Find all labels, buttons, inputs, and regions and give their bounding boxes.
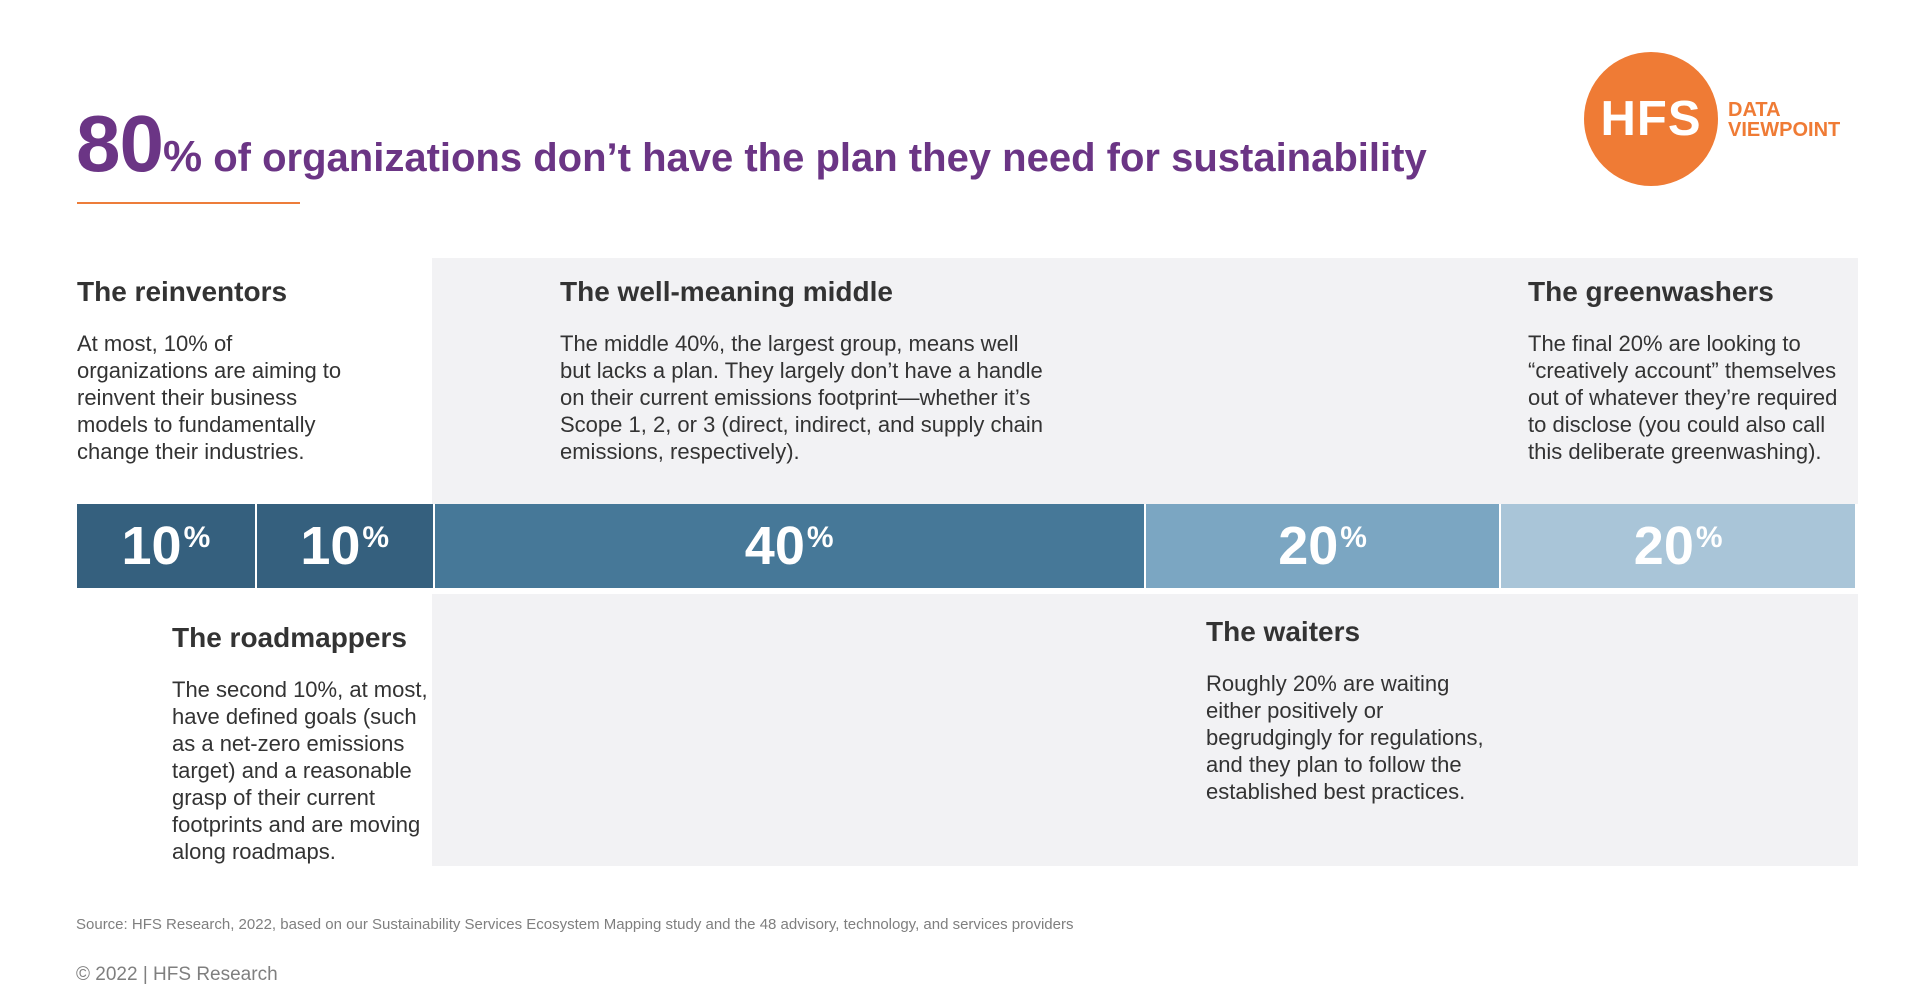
middle-description: The middle 40%, the largest group, means… <box>560 331 1044 464</box>
greenwashers-title: The greenwashers <box>1528 276 1774 307</box>
waiters-description: Roughly 20% are waiting either positivel… <box>1206 671 1484 804</box>
bar-value-unit: % <box>362 521 390 554</box>
waiters-title: The waiters <box>1206 616 1361 647</box>
title-underline <box>77 202 300 204</box>
bar-value-unit: % <box>183 521 211 554</box>
reinventors-description: At most, 10% of organizations are aiming… <box>77 331 342 464</box>
middle-title: The well-meaning middle <box>560 276 893 307</box>
source-note: Source: HFS Research, 2022, based on our… <box>76 916 1074 933</box>
top-panel <box>432 258 1858 504</box>
bar-value-label: 20 <box>1633 516 1694 576</box>
logo-caption: DATA VIEWPOINT <box>1728 100 1840 140</box>
title-number: 80 <box>76 99 164 188</box>
bar-segment: 20% <box>1499 504 1855 588</box>
logo-line-2: VIEWPOINT <box>1728 119 1841 141</box>
bar-value-unit: % <box>1695 521 1723 554</box>
bar-value-label: 40 <box>744 516 805 576</box>
hfs-logo: HFS <box>1584 52 1718 186</box>
stacked-bar: 10% 10% 40% 20% 20% <box>77 504 1855 588</box>
bar-value-label: 10 <box>121 516 182 576</box>
bar-segment: 10% <box>77 504 255 588</box>
reinventors-title: The reinventors <box>77 276 288 307</box>
title-text: of organizations don’t have the plan the… <box>202 136 1427 180</box>
bottom-panel <box>432 594 1858 866</box>
bar-segment: 20% <box>1143 504 1500 588</box>
bar-value-label: 10 <box>300 516 361 576</box>
bar-segment: 40% <box>432 504 1144 588</box>
bar-value-unit: % <box>806 521 834 554</box>
roadmappers-title: The roadmappers <box>172 622 407 653</box>
copyright: © 2022 | HFS Research <box>76 964 278 985</box>
bar-segment: 10% <box>254 504 433 588</box>
page-title: 80% of organizations don’t have the plan… <box>76 98 1476 190</box>
greenwashers-description: The final 20% are looking to “creatively… <box>1528 331 1838 464</box>
logo-mark: HFS <box>1600 92 1702 146</box>
bar-value-label: 20 <box>1278 516 1339 576</box>
title-percent: % <box>162 132 203 181</box>
logo-line-1: DATA <box>1728 99 1781 121</box>
bar-value-unit: % <box>1340 521 1367 554</box>
roadmappers-description: The second 10%, at most, have defined go… <box>172 677 428 864</box>
